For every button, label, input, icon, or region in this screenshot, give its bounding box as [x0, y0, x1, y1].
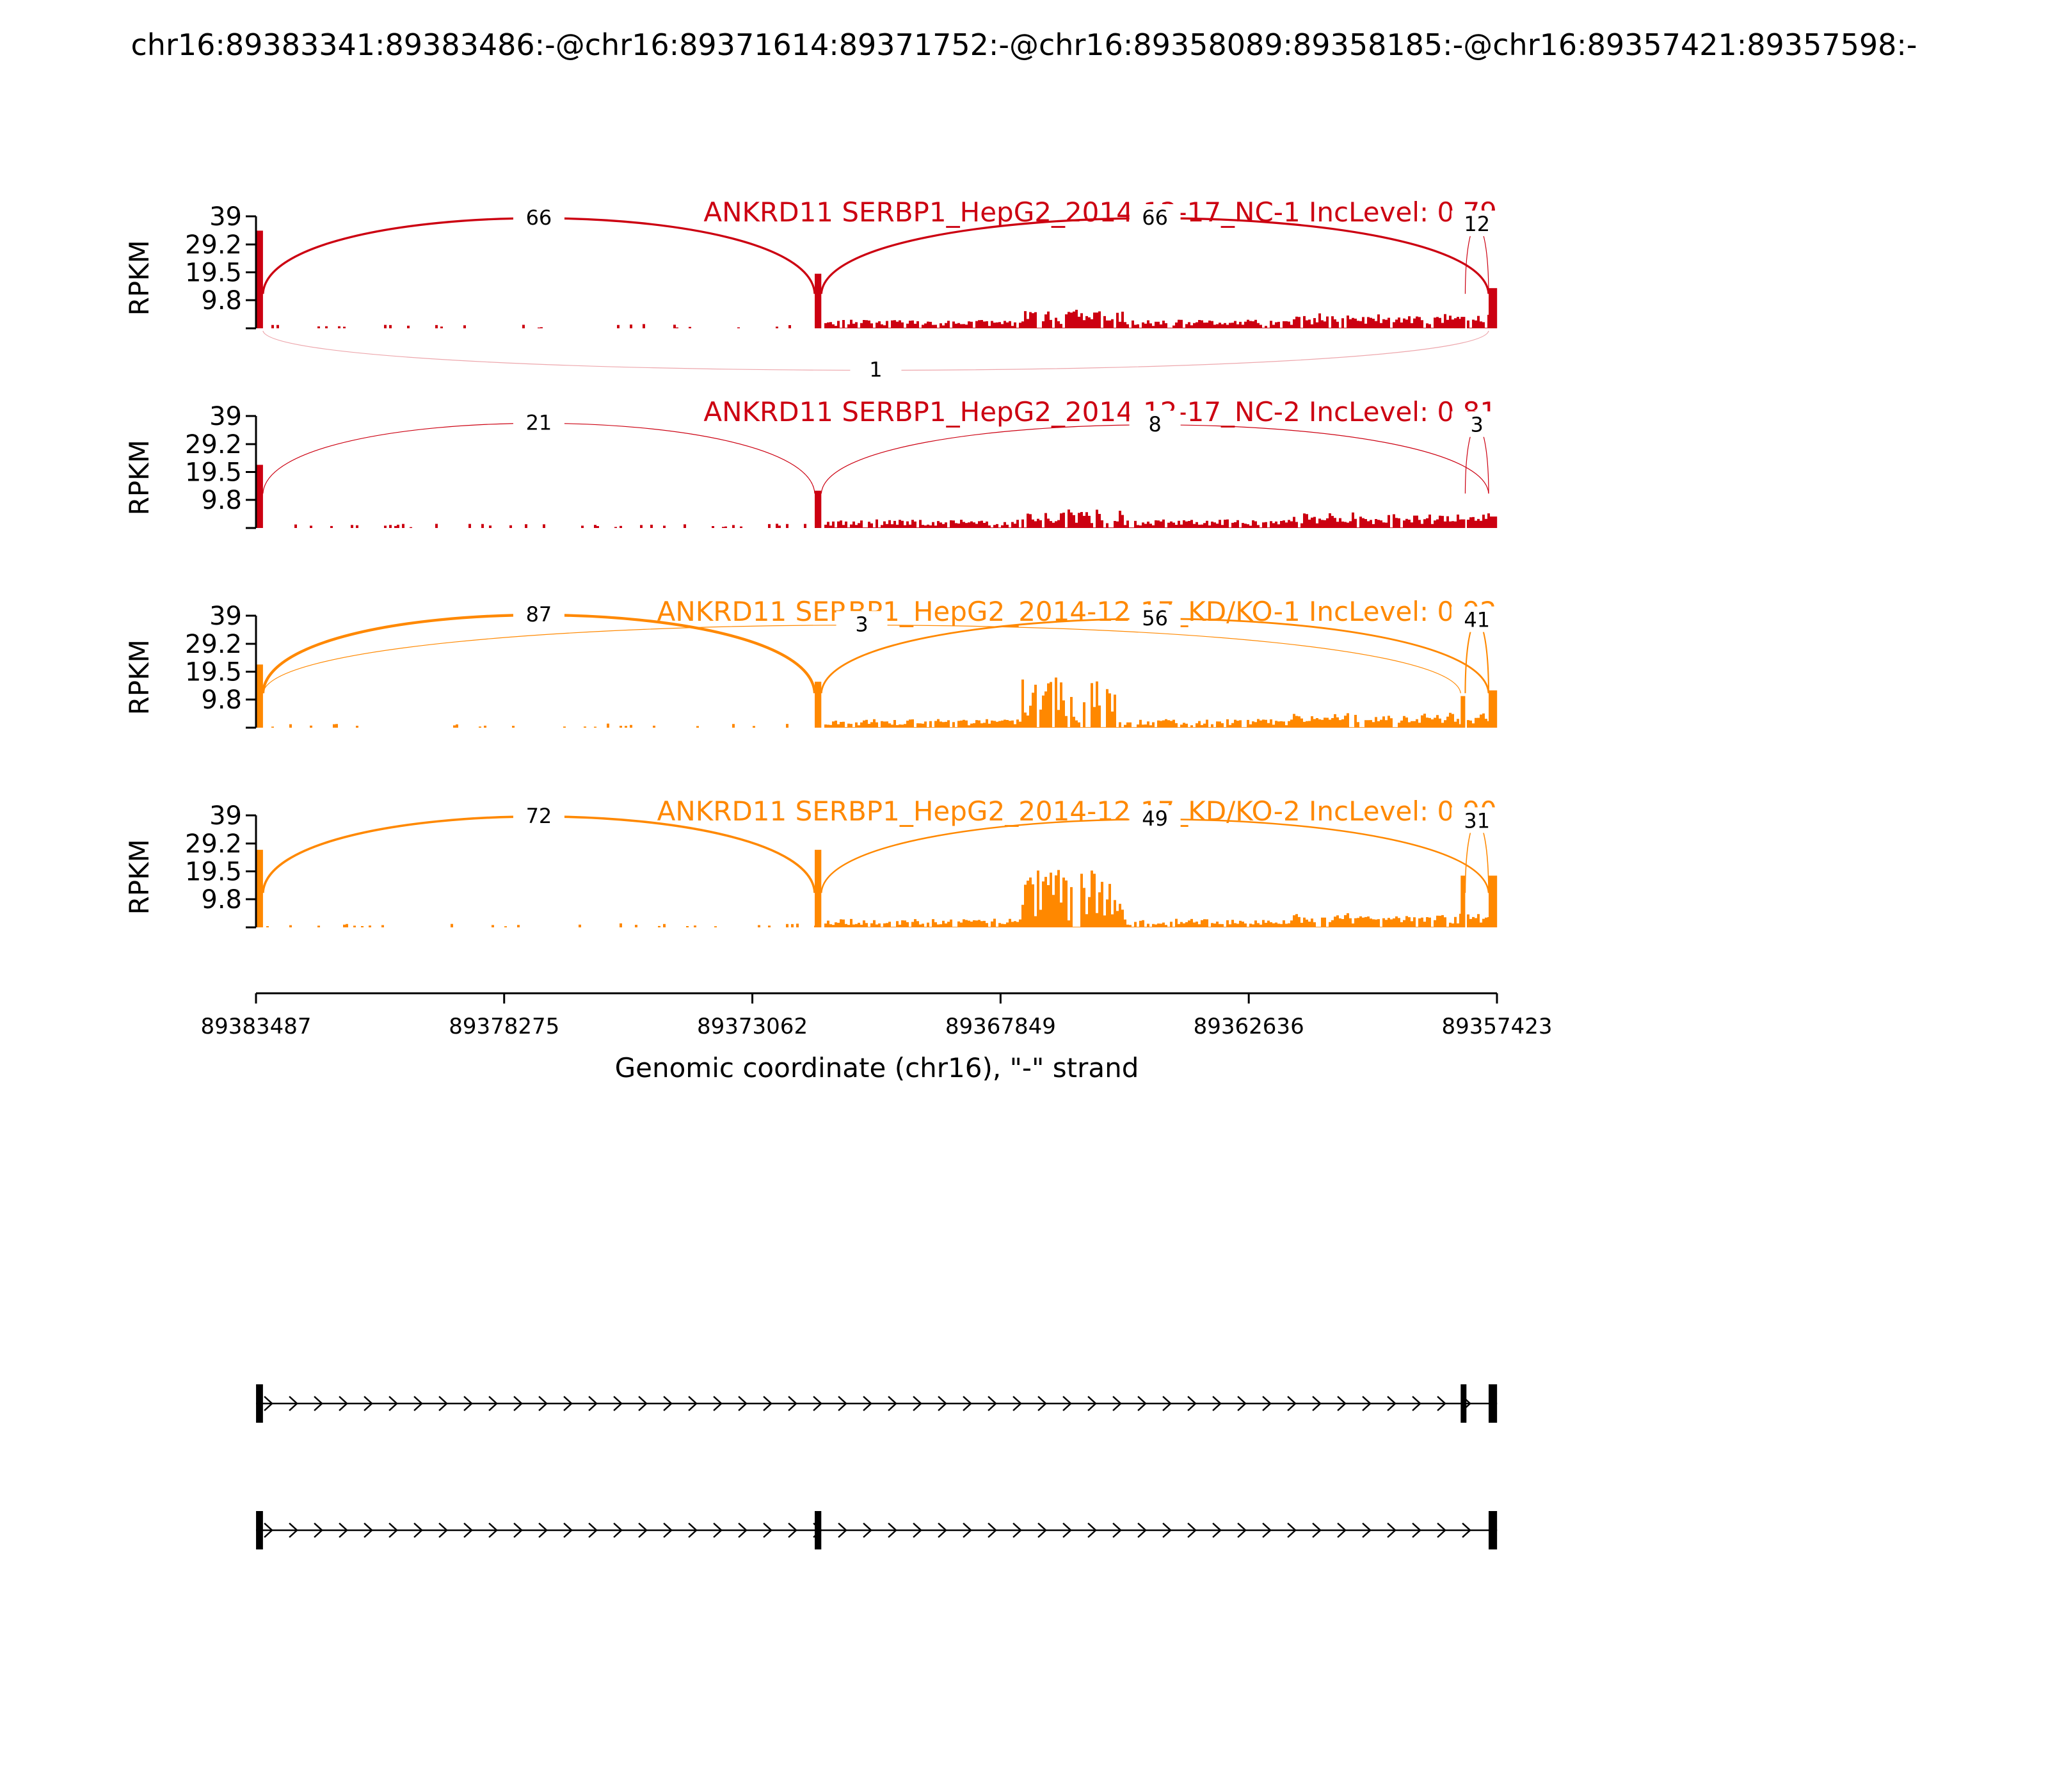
track-1: 9.819.529.239 RPKM ANKRD11 SERBP1_HepG2_20… — [124, 196, 1503, 382]
isoform-exon-1 — [256, 1511, 263, 1549]
junction-label-bg — [1129, 604, 1181, 630]
strand-chevrons — [264, 1523, 1471, 1538]
y-tick-label: 9.8 — [201, 486, 242, 515]
x-tick-label: 89367849 — [945, 1014, 1056, 1039]
junction-label-bg — [513, 409, 564, 435]
x-tick-label: 89383487 — [200, 1014, 311, 1039]
chart-title: chr16:89383341:89383486:-@chr16:89371614… — [131, 28, 1917, 62]
junction-label-bg — [513, 600, 564, 627]
junction-label-bg — [836, 611, 888, 637]
junction-count-label: 3 — [1471, 413, 1484, 437]
isoform-exon-2 — [815, 1511, 822, 1549]
track-4: 9.819.529.239 RPKM ANKRD11 SERBP1_HepG2_20… — [124, 796, 1503, 929]
exon-coverage-1 — [256, 230, 263, 328]
exon-coverage-1 — [256, 465, 263, 528]
exon-coverage-1 — [256, 664, 263, 728]
coverage-reads — [271, 677, 1490, 728]
exon-coverage-2 — [815, 682, 822, 728]
track-2: 9.819.529.239 RPKM ANKRD11 SERBP1_HepG2_20… — [124, 396, 1503, 529]
junction-label-bg — [1451, 211, 1503, 237]
isoform-exon-2 — [1460, 1384, 1467, 1423]
y-tick-label: 39 — [209, 602, 242, 631]
y-tick-label: 29.2 — [185, 430, 242, 460]
y-tick-label: 29.2 — [185, 829, 242, 859]
exon-coverage-2 — [815, 490, 822, 528]
junction-label-bg — [1129, 805, 1181, 831]
junction-count-label: 72 — [526, 804, 552, 828]
junction-count-label: 56 — [1142, 606, 1168, 630]
y-tick-label: 29.2 — [185, 630, 242, 659]
y-axis-label: RPKM — [124, 440, 155, 515]
coverage-reads — [294, 509, 1490, 528]
exon-coverage-3 — [1460, 519, 1466, 528]
junction-count-label: 66 — [1142, 205, 1168, 230]
track-3: 9.819.529.239 RPKM ANKRD11 SERBP1_HepG2_20… — [124, 596, 1503, 729]
junction-label-bg — [513, 802, 564, 828]
track-title: ANKRD11 SERBP1_HepG2_2014-12-17_NC-2 Inc… — [703, 396, 1497, 428]
junction-count-label: 66 — [526, 205, 552, 230]
y-tick-label: 9.8 — [201, 286, 242, 316]
junction-count-label: 31 — [1464, 808, 1490, 833]
junction-count-label: 49 — [1142, 806, 1168, 831]
exon-coverage-2 — [815, 849, 822, 927]
coverage-reads — [271, 310, 1490, 328]
junction-count-label: 8 — [1148, 412, 1161, 436]
y-axis-label: RPKM — [124, 639, 155, 715]
track-title: ANKRD11 SERBP1_HepG2_2014-12-17_KD/KO-1 … — [657, 596, 1497, 627]
junction-label-bg — [1451, 411, 1503, 437]
y-tick-label: 39 — [209, 801, 242, 831]
junction-count-label: 3 — [855, 612, 868, 637]
x-tick-label: 89362636 — [1194, 1014, 1304, 1039]
junction-count-label: 87 — [526, 602, 552, 627]
isoform-exon-3 — [1488, 1384, 1498, 1423]
junction-label-bg — [1129, 410, 1181, 436]
junction-label-bg — [1129, 204, 1181, 230]
junction-label-bg — [513, 204, 564, 230]
junction-count-label: 21 — [526, 410, 552, 435]
exon-coverage-4 — [1489, 288, 1498, 328]
coverage-reads — [266, 870, 1490, 927]
exon-coverage-4 — [1489, 690, 1498, 728]
x-tick-label: 89378275 — [449, 1014, 559, 1039]
isoform-structures — [256, 1384, 1498, 1549]
y-tick-label: 9.8 — [201, 685, 242, 715]
y-tick-label: 19.5 — [185, 658, 242, 687]
y-tick-label: 19.5 — [185, 458, 242, 488]
strand-chevrons — [264, 1396, 1471, 1411]
exon-coverage-4 — [1489, 516, 1498, 528]
y-tick-label: 29.2 — [185, 230, 242, 260]
track-title: ANKRD11 SERBP1_HepG2_2014-12-17_NC-1 Inc… — [703, 196, 1497, 228]
isoform-exon-1 — [256, 1384, 263, 1423]
isoform-exon-inclusion — [256, 1511, 1498, 1549]
y-tick-label: 19.5 — [185, 858, 242, 887]
y-axis-label: RPKM — [124, 839, 155, 915]
track-title: ANKRD11 SERBP1_HepG2_2014-12-17_KD/KO-2 … — [657, 796, 1497, 827]
y-axis-label: RPKM — [124, 240, 155, 316]
junction-label-bg — [1451, 807, 1503, 833]
exon-coverage-3 — [1460, 696, 1466, 728]
exon-coverage-4 — [1489, 876, 1498, 927]
y-tick-label: 39 — [209, 202, 242, 232]
junction-count-label: 1 — [869, 358, 882, 382]
exon-coverage-3 — [1460, 317, 1466, 328]
junction-count-label: 41 — [1464, 608, 1490, 632]
exon-coverage-1 — [256, 849, 263, 927]
genomic-x-axis: 89383487 89378275 89373062 89367849 89362636… — [200, 992, 1553, 1039]
x-axis-label: Genomic coordinate (chr16), "-" strand — [615, 1052, 1139, 1084]
y-tick-label: 19.5 — [185, 259, 242, 288]
isoform-exon-skipping — [256, 1384, 1498, 1423]
exon-coverage-2 — [815, 273, 822, 328]
y-tick-label: 39 — [209, 402, 242, 431]
junction-label-bg — [850, 356, 902, 382]
exon-coverage-3 — [1460, 876, 1466, 927]
junction-count-label: 12 — [1464, 212, 1490, 236]
x-tick-label: 89357423 — [1441, 1014, 1552, 1039]
junction-label-bg — [1451, 606, 1503, 632]
y-tick-label: 9.8 — [201, 885, 242, 915]
x-tick-label: 89373062 — [697, 1014, 808, 1039]
isoform-exon-3 — [1488, 1511, 1498, 1549]
